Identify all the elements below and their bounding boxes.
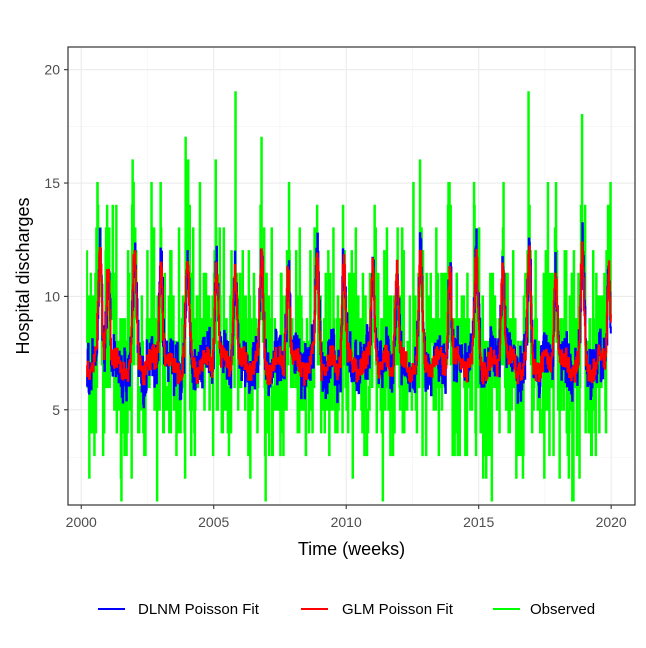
plot-area bbox=[86, 91, 612, 502]
panel-border bbox=[67, 46, 636, 506]
legend: DLNM Poisson Fit GLM Poisson Fit Observe… bbox=[98, 601, 595, 618]
y-axis-ticks: 5 10 15 20 bbox=[44, 62, 68, 418]
y-tick-label: 10 bbox=[44, 288, 60, 304]
y-tick-label: 5 bbox=[52, 402, 60, 418]
x-axis-ticks: 2000 2005 2010 2015 2020 bbox=[66, 505, 627, 530]
x-tick-label: 2005 bbox=[198, 514, 229, 530]
series-line-glm bbox=[86, 241, 612, 386]
legend-label-dlnm: DLNM Poisson Fit bbox=[138, 601, 260, 618]
legend-label-observed: Observed bbox=[530, 601, 595, 618]
x-tick-label: 2020 bbox=[596, 514, 627, 530]
y-axis-title: Hospital discharges bbox=[13, 197, 33, 354]
series-line-observed bbox=[86, 91, 612, 502]
x-tick-label: 2010 bbox=[331, 514, 362, 530]
x-tick-label: 2015 bbox=[463, 514, 494, 530]
y-tick-label: 20 bbox=[44, 62, 60, 78]
legend-label-glm: GLM Poisson Fit bbox=[342, 601, 454, 618]
y-tick-label: 15 bbox=[44, 175, 60, 191]
x-axis-title: Time (weeks) bbox=[298, 539, 405, 559]
x-tick-label: 2000 bbox=[66, 514, 97, 530]
